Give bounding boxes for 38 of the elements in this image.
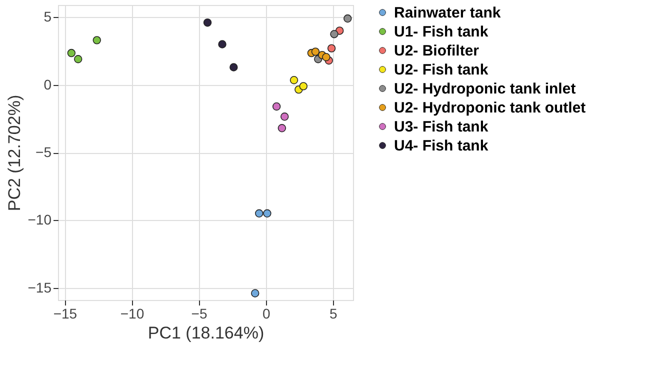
point [299,82,308,90]
point [255,209,264,218]
x-tick-label: 0 [262,306,270,322]
point [278,124,286,132]
point [272,102,281,111]
point [280,112,289,121]
legend-label: U1- Fish tank [394,24,489,40]
x-axis-title: PC1 (18.164%) [148,324,264,342]
point [263,209,272,218]
legend-label: U2- Biofilter [394,42,480,60]
point [311,48,320,56]
y-tick-label: −5 [36,144,52,160]
point [218,40,226,48]
point [251,289,260,298]
x-tick-label: 5 [329,306,338,322]
y-axis-title: PC2 (12.702%) [4,94,24,212]
point [327,44,336,52]
point [203,18,212,27]
y-tick-label: 0 [44,76,52,92]
legend-label: U2- Hydroponic tank outlet [394,100,586,116]
point [74,55,82,64]
point [92,36,101,44]
point [230,63,238,72]
point [290,76,298,84]
legend-label: U2- Fish tank [394,62,489,78]
y-tick-label: 5 [44,8,52,25]
point [67,48,76,58]
y-tick-label: −10 [28,212,52,228]
x-tick-label: −10 [120,306,144,322]
legend-label: Rainwater tank [394,4,502,22]
x-tick-label: −5 [191,306,208,322]
legend-label: U3- Fish tank [394,118,489,136]
point [330,30,338,38]
legend-label: U4- Fish tank [394,138,489,154]
point [322,53,330,62]
point [344,14,352,23]
y-tick-label: −15 [28,279,52,296]
legend-label: U2- Hydroponic tank inlet [394,80,576,98]
